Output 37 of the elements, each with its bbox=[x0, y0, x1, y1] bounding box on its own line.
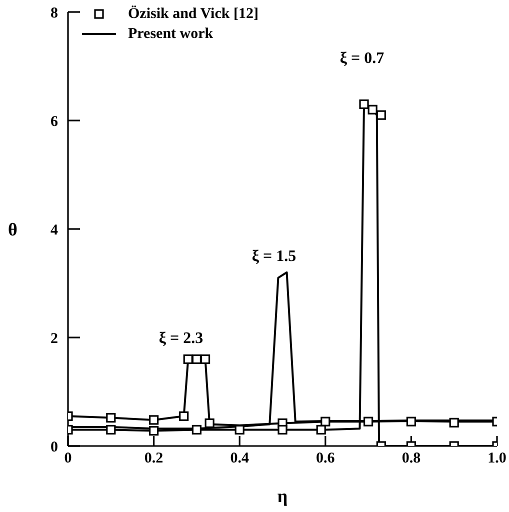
x-tick-label: 0 bbox=[64, 450, 72, 467]
point bbox=[204, 418, 214, 428]
legend-label: Present work bbox=[128, 26, 214, 42]
point bbox=[406, 416, 416, 426]
point bbox=[192, 354, 202, 364]
point bbox=[368, 104, 378, 114]
y-tick-label: 8 bbox=[50, 5, 58, 22]
point bbox=[192, 424, 202, 435]
x-tick-label: 0.8 bbox=[402, 450, 421, 467]
point bbox=[278, 424, 288, 435]
x-tick-label: 0.4 bbox=[230, 450, 250, 467]
x-tick-label: 0.2 bbox=[144, 450, 164, 467]
point bbox=[106, 412, 116, 423]
point bbox=[320, 416, 330, 426]
point bbox=[149, 426, 159, 436]
point bbox=[316, 424, 326, 435]
point bbox=[179, 411, 189, 421]
x-tick-label: 1.0 bbox=[488, 450, 506, 467]
point bbox=[376, 110, 386, 120]
annotation: ξ = 2.3 bbox=[158, 330, 204, 348]
x-tick-label: 0.6 bbox=[316, 450, 336, 467]
x-axis-title: η bbox=[277, 486, 288, 506]
point bbox=[183, 354, 193, 364]
y-tick-label: 0 bbox=[50, 439, 58, 456]
point bbox=[149, 415, 159, 425]
y-tick-label: 4 bbox=[50, 222, 58, 238]
point bbox=[200, 354, 210, 364]
point bbox=[106, 424, 116, 435]
point bbox=[364, 416, 374, 426]
y-axis-title: θ bbox=[8, 219, 18, 240]
y-tick-label: 2 bbox=[50, 330, 58, 347]
point bbox=[449, 418, 459, 428]
y-tick-label: 6 bbox=[50, 114, 58, 130]
legend-label: Özisik and Vick [12] bbox=[128, 6, 258, 22]
annotation: ξ = 1.5 bbox=[252, 248, 296, 266]
annotation: ξ = 0.7 bbox=[340, 50, 384, 68]
point bbox=[359, 99, 369, 110]
